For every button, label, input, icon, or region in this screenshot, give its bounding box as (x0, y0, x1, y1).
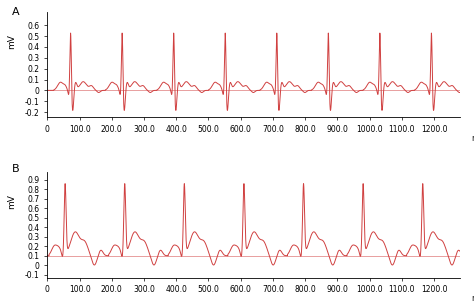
Y-axis label: mV: mV (8, 194, 17, 209)
Y-axis label: mV: mV (8, 34, 17, 49)
Text: ms: ms (471, 134, 474, 143)
Text: B: B (12, 164, 20, 174)
Text: ms: ms (471, 294, 474, 303)
Text: A: A (12, 7, 20, 17)
